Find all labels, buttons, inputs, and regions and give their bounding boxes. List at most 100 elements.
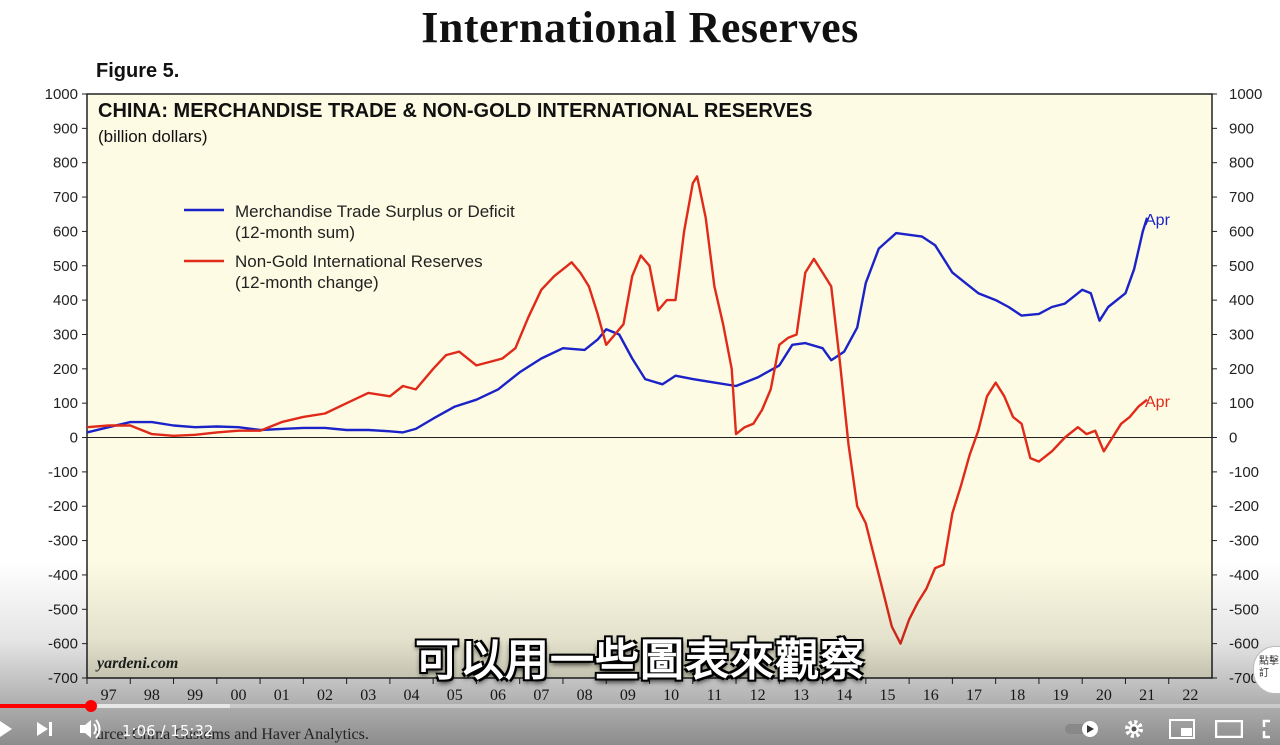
y-tick-label-left: 900 bbox=[53, 120, 78, 137]
y-tick-label-right: 200 bbox=[1229, 361, 1254, 378]
series-line-trade bbox=[86, 217, 1149, 434]
y-tick-label-left: 700 bbox=[53, 189, 78, 206]
x-tick-label: 98 bbox=[144, 687, 160, 704]
theater-icon bbox=[1215, 720, 1243, 738]
y-tick-label-left: 300 bbox=[53, 326, 78, 343]
time-total: 15:32 bbox=[170, 722, 214, 740]
x-tick-label: 22 bbox=[1182, 687, 1198, 704]
y-tick-label-left: -200 bbox=[48, 498, 78, 515]
x-tick-label: 03 bbox=[360, 687, 376, 704]
volume-button[interactable] bbox=[78, 716, 104, 742]
y-tick-label-right: 0 bbox=[1229, 430, 1237, 447]
y-tick-label-left: 1000 bbox=[45, 86, 78, 103]
legend-label-trade-sub: (12-month sum) bbox=[235, 223, 355, 242]
y-tick-label-left: -600 bbox=[48, 636, 78, 653]
x-tick-label: 16 bbox=[923, 687, 939, 704]
plot-area bbox=[86, 93, 1213, 679]
y-tick-label-right: -100 bbox=[1229, 464, 1259, 481]
theater-button[interactable] bbox=[1214, 716, 1244, 742]
legend-label-reserves-sub: (12-month change) bbox=[235, 273, 379, 292]
video-subtitle: 可以用一些圖表來觀察 bbox=[415, 635, 865, 686]
y-tick-label-left: -500 bbox=[48, 601, 78, 618]
y-tick-label-right: 600 bbox=[1229, 223, 1254, 240]
y-tick-label-right: 700 bbox=[1229, 189, 1254, 206]
y-tick-label-left: -100 bbox=[48, 464, 78, 481]
figure-label: Figure 5. bbox=[96, 60, 180, 82]
next-button[interactable] bbox=[34, 716, 56, 742]
player-controls: 1:06 / 15:32 bbox=[0, 712, 1280, 745]
legend-label-trade: Merchandise Trade Surplus or Deficit bbox=[235, 202, 515, 221]
y-tick-label-right: 300 bbox=[1229, 326, 1254, 343]
subscribe-watermark-text: 點擊訂 bbox=[1259, 656, 1279, 679]
x-tick-label: 01 bbox=[274, 687, 290, 704]
y-tick-label-left: 100 bbox=[53, 395, 78, 412]
volume-icon bbox=[80, 719, 101, 739]
play-button[interactable] bbox=[0, 716, 14, 742]
fullscreen-button[interactable] bbox=[1262, 716, 1280, 742]
x-tick-label: 14 bbox=[836, 687, 852, 704]
chart-title: CHINA: MERCHANDISE TRADE & NON-GOLD INTE… bbox=[98, 100, 812, 122]
y-tick-label-right: -200 bbox=[1229, 498, 1259, 515]
y-tick-label-left: 0 bbox=[70, 430, 78, 447]
time-current: 1:06 bbox=[122, 722, 156, 740]
y-tick-label-right: -300 bbox=[1229, 533, 1259, 550]
y-axis-left: 10009008007006005004003002001000-100-200… bbox=[45, 86, 87, 687]
x-tick-label: 99 bbox=[187, 687, 203, 704]
x-axis: 97 98 99 00 01 02 03 04 05 06 07 08 09 10 11 12 13 14 15 16… bbox=[86, 678, 1198, 704]
x-tick-label: 00 bbox=[230, 687, 246, 704]
x-tick-label: 04 bbox=[404, 687, 420, 704]
x-tick-label: 02 bbox=[317, 687, 333, 704]
settings-button[interactable] bbox=[1122, 716, 1146, 742]
y-axis-right: 10009008007006005004003002001000-100-200… bbox=[1212, 86, 1262, 687]
chart-subtitle: (billion dollars) bbox=[98, 127, 208, 146]
y-tick-label-right: 100 bbox=[1229, 395, 1254, 412]
y-tick-label-right: 1000 bbox=[1229, 86, 1262, 103]
x-tick-label: 06 bbox=[490, 687, 506, 704]
y-tick-label-left: 400 bbox=[53, 292, 78, 309]
chart-watermark: yardeni.com bbox=[95, 655, 178, 672]
x-tick-label: 17 bbox=[966, 687, 982, 704]
series-line-reserves bbox=[86, 175, 1148, 645]
end-label-trade: Apr bbox=[1145, 212, 1171, 229]
x-tick-label: 05 bbox=[447, 687, 463, 704]
y-tick-label-left: -300 bbox=[48, 533, 78, 550]
time-display: 1:06 / 15:32 bbox=[122, 722, 214, 740]
autoplay-toggle-icon bbox=[1065, 721, 1098, 737]
y-tick-label-left: -700 bbox=[48, 670, 78, 687]
slide-title: International Reserves bbox=[421, 3, 859, 52]
y-tick-label-right: 500 bbox=[1229, 258, 1254, 275]
x-tick-label: 11 bbox=[707, 687, 722, 704]
source-note: urce: China Customs and Haver Analytics. bbox=[96, 726, 369, 743]
x-tick-label: 07 bbox=[533, 687, 549, 704]
play-icon bbox=[0, 721, 12, 737]
y-tick-label-right: -400 bbox=[1229, 567, 1259, 584]
x-tick-label: 20 bbox=[1096, 687, 1112, 704]
x-tick-label: 18 bbox=[1009, 687, 1025, 704]
y-tick-label-right: 900 bbox=[1229, 120, 1254, 137]
next-icon bbox=[37, 722, 52, 736]
legend: Merchandise Trade Surplus or Deficit (12… bbox=[184, 202, 515, 292]
settings-icon bbox=[1125, 720, 1143, 738]
y-tick-label-left: 500 bbox=[53, 258, 78, 275]
y-tick-label-left: 200 bbox=[53, 361, 78, 378]
autoplay-toggle[interactable] bbox=[1064, 716, 1100, 742]
miniplayer-icon bbox=[1169, 719, 1195, 739]
x-tick-label: 19 bbox=[1053, 687, 1069, 704]
x-tick-label: 15 bbox=[879, 687, 895, 704]
y-tick-label-left: 600 bbox=[53, 223, 78, 240]
legend-label-reserves: Non-Gold International Reserves bbox=[235, 252, 483, 271]
y-tick-label-right: 400 bbox=[1229, 292, 1254, 309]
miniplayer-button[interactable] bbox=[1168, 716, 1196, 742]
y-tick-label-right: -600 bbox=[1229, 636, 1259, 653]
progress-played bbox=[0, 704, 91, 708]
fullscreen-icon bbox=[1262, 719, 1270, 739]
progress-bar[interactable] bbox=[0, 700, 1280, 712]
y-tick-label-right: -500 bbox=[1229, 601, 1259, 618]
x-tick-label: 21 bbox=[1139, 687, 1155, 704]
x-tick-label: 97 bbox=[101, 687, 117, 704]
x-tick-label: 08 bbox=[577, 687, 593, 704]
x-tick-label: 10 bbox=[663, 687, 679, 704]
scrubber-handle[interactable] bbox=[84, 700, 97, 712]
x-tick-label: 12 bbox=[750, 687, 766, 704]
